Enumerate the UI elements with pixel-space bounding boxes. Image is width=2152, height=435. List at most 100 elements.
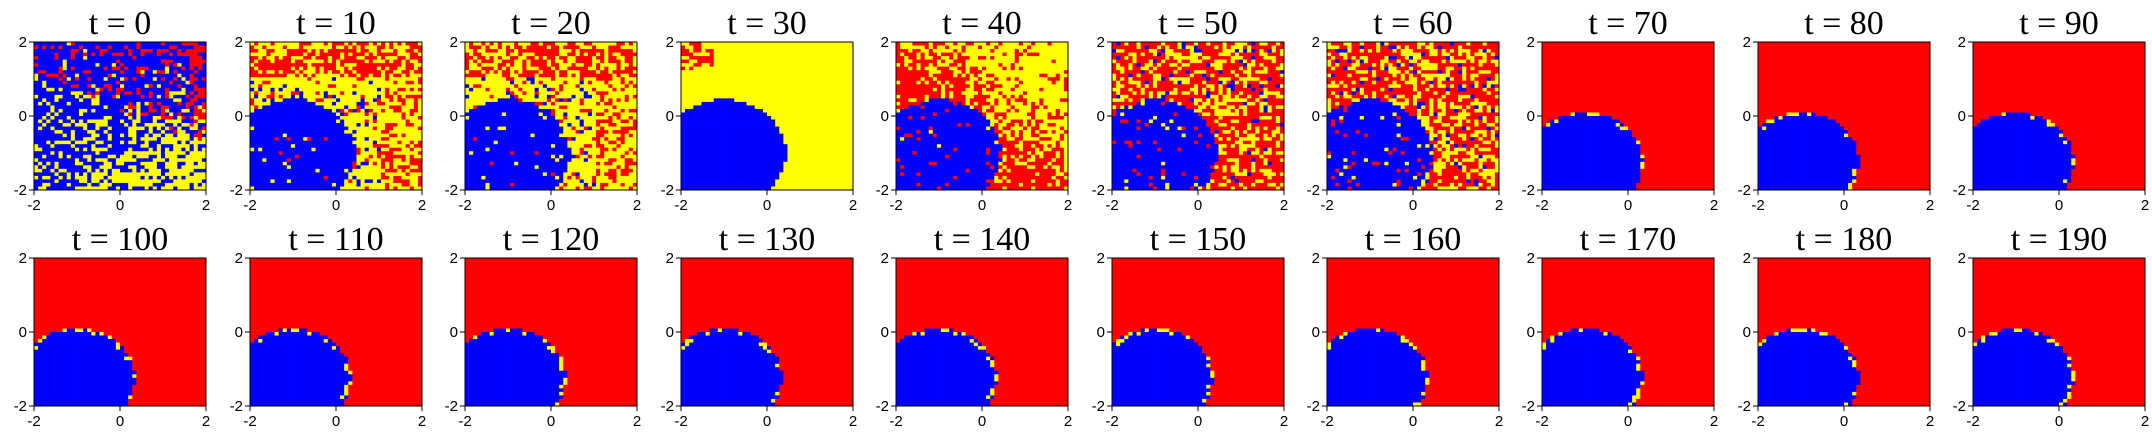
- heatmap-cell: [632, 140, 638, 145]
- heatmap-cell: [493, 101, 499, 106]
- heatmap-cell: [481, 151, 486, 156]
- heatmap-cell: [376, 151, 382, 156]
- heatmap-cell: [136, 94, 141, 99]
- heatmap-cell: [185, 91, 191, 96]
- heatmap-cell: [604, 119, 609, 124]
- heatmap-cell: [563, 70, 568, 75]
- heatmap-cell: [319, 94, 325, 99]
- heatmap-cell: [124, 126, 129, 131]
- heatmap-cell: [38, 147, 43, 152]
- heatmap-cell: [344, 186, 349, 191]
- heatmap-cell: [70, 179, 76, 184]
- heatmap-cell: [526, 63, 531, 68]
- heatmap-cell: [385, 42, 390, 46]
- heatmap-cell: [181, 80, 186, 85]
- heatmap-cell: [197, 151, 203, 156]
- heatmap-cell: [522, 56, 527, 61]
- heatmap-cell: [413, 112, 419, 117]
- heatmap-cell: [111, 144, 117, 149]
- heatmap-cell: [177, 94, 182, 99]
- heatmap-cell: [34, 66, 39, 71]
- heatmap-cell: [319, 63, 325, 68]
- heatmap-cell: [197, 144, 203, 149]
- heatmap-cell: [83, 63, 88, 68]
- heatmap-cell: [95, 77, 100, 82]
- heatmap-cell: [401, 73, 407, 78]
- heatmap-cell: [501, 52, 507, 57]
- heatmap-cell: [115, 168, 121, 173]
- heatmap-cell: [303, 116, 308, 120]
- heatmap-cell: [473, 158, 478, 163]
- heatmap-cell: [95, 108, 100, 113]
- heatmap-cell: [120, 179, 125, 184]
- heatmap-cell: [299, 147, 304, 152]
- heatmap-cell: [381, 80, 386, 85]
- heatmap-cell: [278, 56, 284, 61]
- heatmap-cell: [514, 151, 519, 156]
- heatmap-cell: [79, 52, 84, 57]
- heatmap-cell: [299, 45, 304, 50]
- heatmap-cell: [473, 126, 478, 131]
- heatmap-cell: [115, 182, 121, 187]
- heatmap-cell: [156, 70, 162, 75]
- heatmap-cell: [54, 73, 59, 78]
- heatmap-cell: [522, 94, 527, 99]
- heatmap-cell: [54, 165, 59, 170]
- heatmap-cell: [193, 105, 199, 110]
- heatmap-cell: [591, 158, 597, 163]
- heatmap-cell: [177, 158, 182, 163]
- heatmap-cell: [124, 172, 129, 177]
- heatmap-cell: [136, 168, 141, 173]
- heatmap-cell: [107, 49, 113, 53]
- heatmap-cell: [368, 73, 374, 78]
- heatmap-cell: [344, 154, 349, 159]
- heatmap-cell: [401, 91, 407, 96]
- heatmap-cell: [323, 94, 329, 99]
- heatmap-cell: [389, 73, 394, 78]
- heatmap-cell: [148, 73, 154, 78]
- heatmap-cell: [111, 56, 117, 61]
- heatmap-cell: [165, 108, 170, 113]
- heatmap-cell: [290, 112, 296, 117]
- heatmap-cell: [542, 140, 548, 145]
- heatmap-cell: [405, 151, 411, 156]
- heatmap-cell: [111, 73, 117, 78]
- heatmap-cell: [185, 151, 191, 156]
- heatmap-cell: [111, 101, 117, 106]
- heatmap-cell: [34, 63, 39, 68]
- heatmap-cell: [385, 105, 390, 110]
- heatmap-cell: [278, 165, 284, 170]
- heatmap-cell: [148, 130, 154, 135]
- heatmap-cell: [50, 66, 55, 71]
- heatmap-cell: [596, 98, 601, 103]
- heatmap-cell: [258, 175, 263, 180]
- heatmap-cell: [115, 94, 121, 99]
- heatmap-cell: [567, 63, 572, 68]
- heatmap-cell: [34, 112, 39, 117]
- heatmap-cell: [587, 49, 593, 53]
- heatmap-cell: [62, 119, 68, 124]
- heatmap-cell: [530, 140, 536, 145]
- heatmap-cell: [173, 147, 178, 152]
- heatmap-cell: [270, 119, 275, 124]
- heatmap-cell: [514, 80, 519, 85]
- heatmap-cell: [352, 175, 357, 180]
- heatmap-cell: [286, 144, 292, 149]
- heatmap-cell: [376, 165, 382, 170]
- heatmap-cell: [596, 133, 601, 138]
- heatmap-cell: [99, 59, 105, 64]
- heatmap-cell: [83, 80, 88, 85]
- heatmap-cell: [555, 151, 560, 156]
- heatmap-cell: [50, 158, 55, 163]
- heatmap-cell: [193, 77, 199, 82]
- heatmap-cell: [165, 179, 170, 184]
- heatmap-cell: [91, 42, 96, 46]
- heatmap-cell: [542, 56, 548, 61]
- heatmap-cell: [336, 49, 341, 53]
- heatmap-cell: [307, 91, 312, 96]
- heatmap-cell: [156, 140, 162, 145]
- heatmap-cell: [295, 66, 300, 71]
- heatmap-cell: [413, 116, 419, 120]
- heatmap-cell: [307, 119, 312, 124]
- heatmap-cell: [405, 66, 411, 71]
